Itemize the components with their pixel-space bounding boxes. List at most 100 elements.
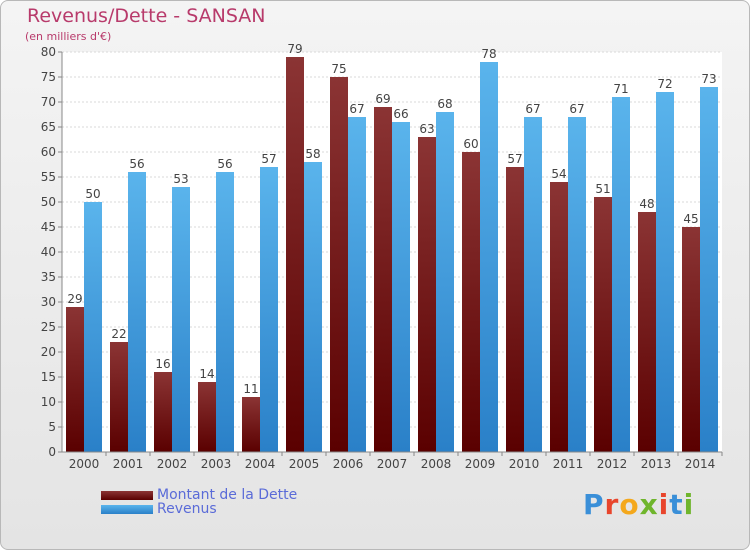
data-label: 14 — [199, 367, 214, 381]
data-label: 78 — [481, 47, 496, 61]
bar-dette — [286, 57, 304, 452]
bar-dette — [242, 397, 260, 452]
bar-revenus — [216, 172, 234, 452]
y-tick-label: 50 — [41, 195, 56, 209]
data-label: 67 — [569, 102, 584, 116]
logo-letter: P — [583, 488, 605, 521]
x-tick-label: 2001 — [113, 457, 144, 471]
logo-letter: i — [658, 488, 670, 521]
y-tick-label: 55 — [41, 170, 56, 184]
y-tick-label: 15 — [41, 370, 56, 384]
chart-subtitle: (en milliers d'€) — [25, 30, 112, 43]
bar-revenus — [700, 87, 718, 452]
data-label: 16 — [155, 357, 170, 371]
proxiti-logo: Proxiti — [583, 488, 694, 521]
y-tick-label: 35 — [41, 270, 56, 284]
y-tick-label: 60 — [41, 145, 56, 159]
data-label: 22 — [111, 327, 126, 341]
data-label: 57 — [507, 152, 522, 166]
y-tick-label: 40 — [41, 245, 56, 259]
data-label: 71 — [613, 82, 628, 96]
bar-revenus — [656, 92, 674, 452]
data-label: 79 — [287, 42, 302, 56]
legend-label-dette: Montant de la Dette — [157, 487, 298, 503]
logo-letter: t — [669, 488, 684, 521]
bar-dette — [110, 342, 128, 452]
bar-dette — [330, 77, 348, 452]
bar-revenus — [568, 117, 586, 452]
bar-revenus — [304, 162, 322, 452]
bar-dette — [506, 167, 524, 452]
x-tick-label: 2014 — [685, 457, 716, 471]
bar-revenus — [480, 62, 498, 452]
y-tick-label: 75 — [41, 70, 56, 84]
logo-letter: r — [604, 488, 620, 521]
data-label: 11 — [243, 382, 258, 396]
legend-swatch-revenus — [101, 504, 153, 514]
y-tick-label: 45 — [41, 220, 56, 234]
legend-swatch-dette — [101, 490, 153, 500]
bar-revenus — [436, 112, 454, 452]
x-tick-label: 2009 — [465, 457, 496, 471]
x-tick-label: 2000 — [69, 457, 100, 471]
data-label: 66 — [393, 107, 408, 121]
y-tick-label: 10 — [41, 395, 56, 409]
x-tick-label: 2007 — [377, 457, 408, 471]
bar-dette — [418, 137, 436, 452]
bar-revenus — [84, 202, 102, 452]
y-tick-label: 70 — [41, 95, 56, 109]
data-label: 48 — [639, 197, 654, 211]
legend-label-revenus: Revenus — [157, 501, 217, 517]
bar-dette — [682, 227, 700, 452]
data-label: 73 — [701, 72, 716, 86]
data-label: 67 — [349, 102, 364, 116]
bar-revenus — [348, 117, 366, 452]
bars — [66, 57, 718, 452]
x-tick-label: 2004 — [245, 457, 276, 471]
data-label: 68 — [437, 97, 452, 111]
data-label: 56 — [217, 157, 232, 171]
x-axis: 2000 2001 2002 2003 2004 2005 2006 2007 2008 2009… — [62, 451, 723, 471]
logo-letter: o — [619, 488, 640, 521]
y-tick-label: 5 — [48, 420, 56, 434]
data-label: 45 — [683, 212, 698, 226]
bar-dette — [198, 382, 216, 452]
data-label: 69 — [375, 92, 390, 106]
data-label: 53 — [173, 172, 188, 186]
x-tick-label: 2003 — [201, 457, 232, 471]
bar-revenus — [128, 172, 146, 452]
x-tick-label: 2002 — [157, 457, 188, 471]
y-tick-label: 30 — [41, 295, 56, 309]
x-tick-label: 2010 — [509, 457, 540, 471]
y-axis: 0 5 10 15 20 25 30 35 40 45 50 55 60 65 70 75 80 — [41, 45, 63, 459]
bar-dette — [462, 152, 480, 452]
data-label: 60 — [463, 137, 478, 151]
bar-revenus — [260, 167, 278, 452]
bar-dette — [66, 307, 84, 452]
data-label: 54 — [551, 167, 566, 181]
chart-title: Revenus/Dette - SANSAN — [27, 5, 266, 27]
data-label: 57 — [261, 152, 276, 166]
legend-item-revenus: Revenus — [101, 501, 217, 517]
logo-letter: x — [639, 488, 659, 521]
data-label: 67 — [525, 102, 540, 116]
data-label: 50 — [85, 187, 100, 201]
bar-dette — [550, 182, 568, 452]
logo-letter: i — [683, 488, 695, 521]
x-tick-label: 2012 — [597, 457, 628, 471]
y-tick-label: 80 — [41, 45, 56, 59]
x-tick-label: 2005 — [289, 457, 320, 471]
bar-dette — [594, 197, 612, 452]
bar-revenus — [172, 187, 190, 452]
bar-dette — [374, 107, 392, 452]
data-label: 58 — [305, 147, 320, 161]
data-label: 51 — [595, 182, 610, 196]
data-label: 75 — [331, 62, 346, 76]
y-tick-label: 25 — [41, 320, 56, 334]
y-tick-label: 65 — [41, 120, 56, 134]
x-tick-label: 2008 — [421, 457, 452, 471]
data-label: 56 — [129, 157, 144, 171]
